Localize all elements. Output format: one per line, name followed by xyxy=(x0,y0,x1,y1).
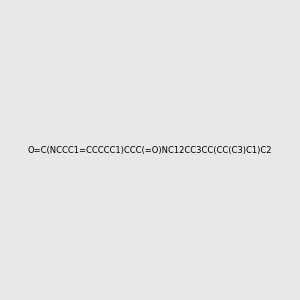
Text: O=C(NCCC1=CCCCC1)CCC(=O)NC12CC3CC(CC(C3)C1)C2: O=C(NCCC1=CCCCC1)CCC(=O)NC12CC3CC(CC(C3)… xyxy=(28,146,272,154)
